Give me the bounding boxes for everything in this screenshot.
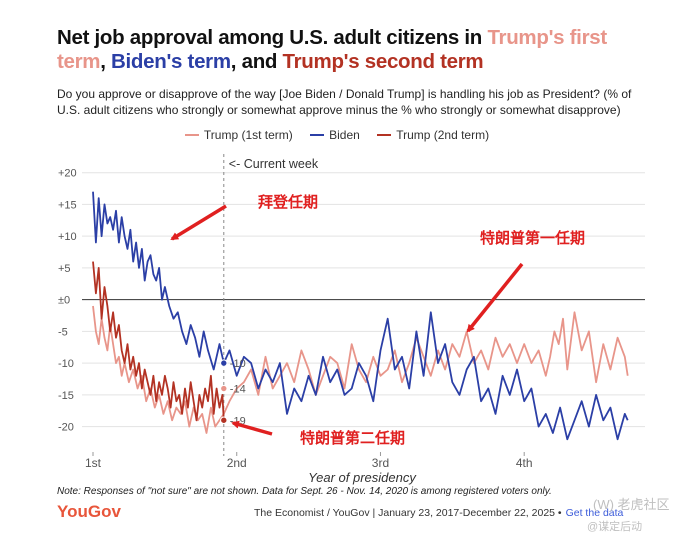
y-tick-label: -20 [58,422,74,434]
end-dot-trump2 [220,416,228,424]
legend-swatch-trump-first-term [184,133,199,136]
title-biden-term: Biden's term [111,50,231,73]
x-tick-label: 2nd [227,456,247,470]
x-tick-label: 3rd [372,456,389,470]
legend-label: Trump (2nd term) [396,128,490,142]
y-tick-label: +10 [58,231,77,243]
y-tick-label: +20 [58,168,77,180]
x-axis-label: Year of presidency [308,470,417,485]
legend-label: Trump (1st term) [203,128,293,142]
y-tick-label: -10 [58,358,74,370]
annotation-arrow-trump1 [466,262,524,333]
title-trump-second-term: Trump's second term [282,50,484,73]
end-label-biden: -10 [230,358,246,370]
legend-item-trump-second-term[interactable]: Trump (2nd term) [377,128,489,142]
title-prefix: Net job approval among U.S. adult citize… [57,26,488,49]
watermark-bottom: @谋定后动 [587,521,643,533]
title-separator-2: , and [230,50,283,73]
current-week-label: <- Current week [229,157,319,171]
yougov-logo: YouGov [57,502,121,521]
legend-item-trump-first-term[interactable]: Trump (1st term) [184,128,293,142]
series-line-trump1 [92,305,629,434]
x-tick-label: 4th [516,456,533,470]
footnote: Note: Responses of "not sure" are not sh… [57,486,552,497]
chart-title: Net job approval among U.S. adult citize… [57,26,657,74]
legend: Trump (1st term) Biden Trump (2nd term) [0,128,674,142]
watermark-top: (W) 老虎社区 [593,497,670,512]
x-tick-label: 1st [85,456,102,470]
legend-label: Biden [329,128,360,142]
end-dot-biden [220,359,228,367]
chart-subtitle: Do you approve or disapprove of the way … [57,87,632,117]
end-label-trump1: -14 [230,384,246,396]
y-tick-label: +15 [58,199,77,211]
annotation-arrow-biden [170,204,227,241]
y-tick-label: -5 [58,326,68,338]
end-dot-trump1 [220,384,228,393]
annotation-label-trump2: 特朗普第二任期 [300,429,405,447]
series-line-trump2 [92,261,225,422]
annotation-arrow-trump2 [231,420,273,436]
get-data-link[interactable]: Get the data [565,507,624,519]
title-separator-1: , [100,50,112,73]
title-trump-first-term: Trump's first term [57,26,607,73]
y-tick-label: ±0 [58,295,70,307]
annotation-label-biden: 拜登任期 [258,193,318,211]
series-line-biden [92,191,629,441]
y-tick-label: +5 [58,263,71,275]
source-text: The Economist / YouGov | January 23, 201… [254,507,562,519]
source-line: The Economist / YouGov | January 23, 201… [254,507,623,519]
legend-swatch-trump-second-term [377,133,392,136]
legend-swatch-biden [310,133,325,136]
annotation-label-trump1: 特朗普第一任期 [480,229,585,247]
y-tick-label: -15 [58,390,74,402]
legend-item-biden[interactable]: Biden [310,128,360,142]
